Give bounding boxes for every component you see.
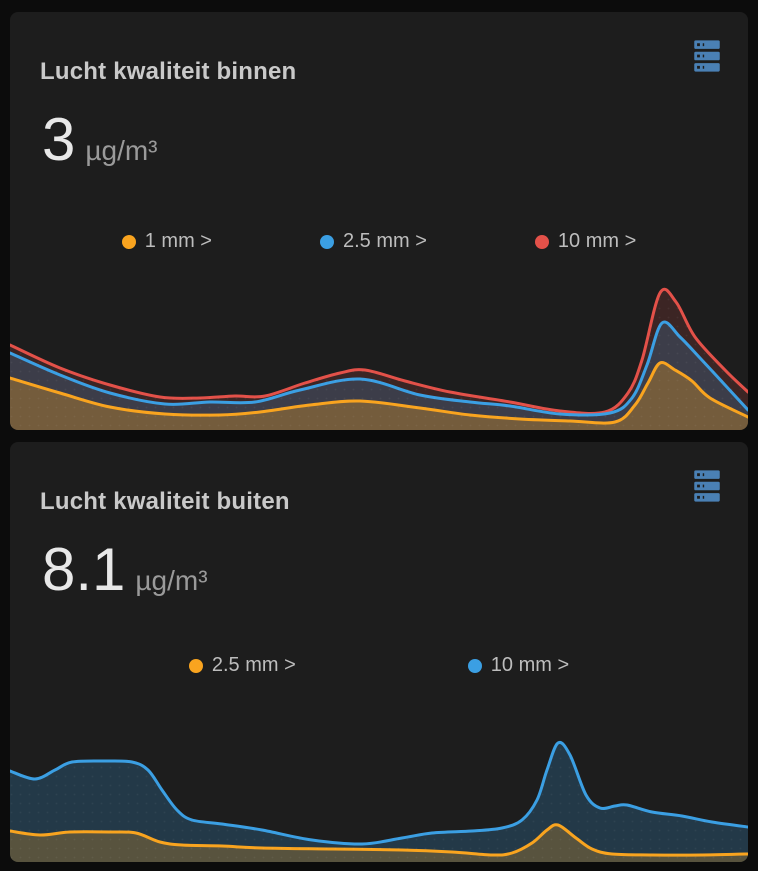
area-chart-inside[interactable] (10, 280, 748, 430)
legend-item-10mm[interactable]: 10 mm > (534, 230, 637, 253)
legend-label: 10 mm > (490, 654, 570, 676)
legend-item-2-5mm[interactable]: 2.5 mm > (319, 230, 427, 253)
legend: 2.5 mm > 10 mm > (10, 654, 748, 677)
server-icon[interactable] (690, 468, 724, 504)
legend-label: 2.5 mm > (211, 654, 296, 676)
value-number: 3 (42, 106, 76, 173)
card-header: Lucht kwaliteit buiten (40, 468, 724, 537)
legend-label: 1 mm > (144, 230, 212, 252)
fill-texture (10, 742, 748, 862)
legend-item-10mm[interactable]: 10 mm > (467, 654, 570, 677)
current-value: 8.1 µg/m³ (42, 540, 208, 600)
server-icon[interactable] (690, 38, 724, 74)
legend-item-1mm[interactable]: 1 mm > (121, 230, 212, 253)
card-title: Lucht kwaliteit buiten (40, 487, 290, 515)
legend-dot-icon (467, 658, 482, 673)
card-air-quality-outside: Lucht kwaliteit buiten 8.1 µg/m³ 2.5 mm … (10, 442, 748, 862)
value-unit: µg/m³ (135, 565, 208, 596)
current-value: 3 µg/m³ (42, 110, 158, 170)
legend-dot-icon (188, 658, 203, 673)
card-air-quality-inside: Lucht kwaliteit binnen 3 µg/m³ 1 mm > 2.… (10, 12, 748, 430)
legend-dot-icon (534, 234, 549, 249)
legend-label: 10 mm > (557, 230, 637, 252)
legend-label: 2.5 mm > (342, 230, 427, 252)
card-header: Lucht kwaliteit binnen (40, 38, 724, 107)
legend-dot-icon (121, 234, 136, 249)
value-number: 8.1 (42, 536, 126, 603)
legend-dot-icon (319, 234, 334, 249)
area-chart-outside[interactable] (10, 712, 748, 862)
value-unit: µg/m³ (85, 135, 158, 166)
legend-item-2-5mm[interactable]: 2.5 mm > (188, 654, 296, 677)
legend: 1 mm > 2.5 mm > 10 mm > (10, 230, 748, 253)
card-title: Lucht kwaliteit binnen (40, 57, 297, 85)
fill-texture (10, 289, 748, 430)
